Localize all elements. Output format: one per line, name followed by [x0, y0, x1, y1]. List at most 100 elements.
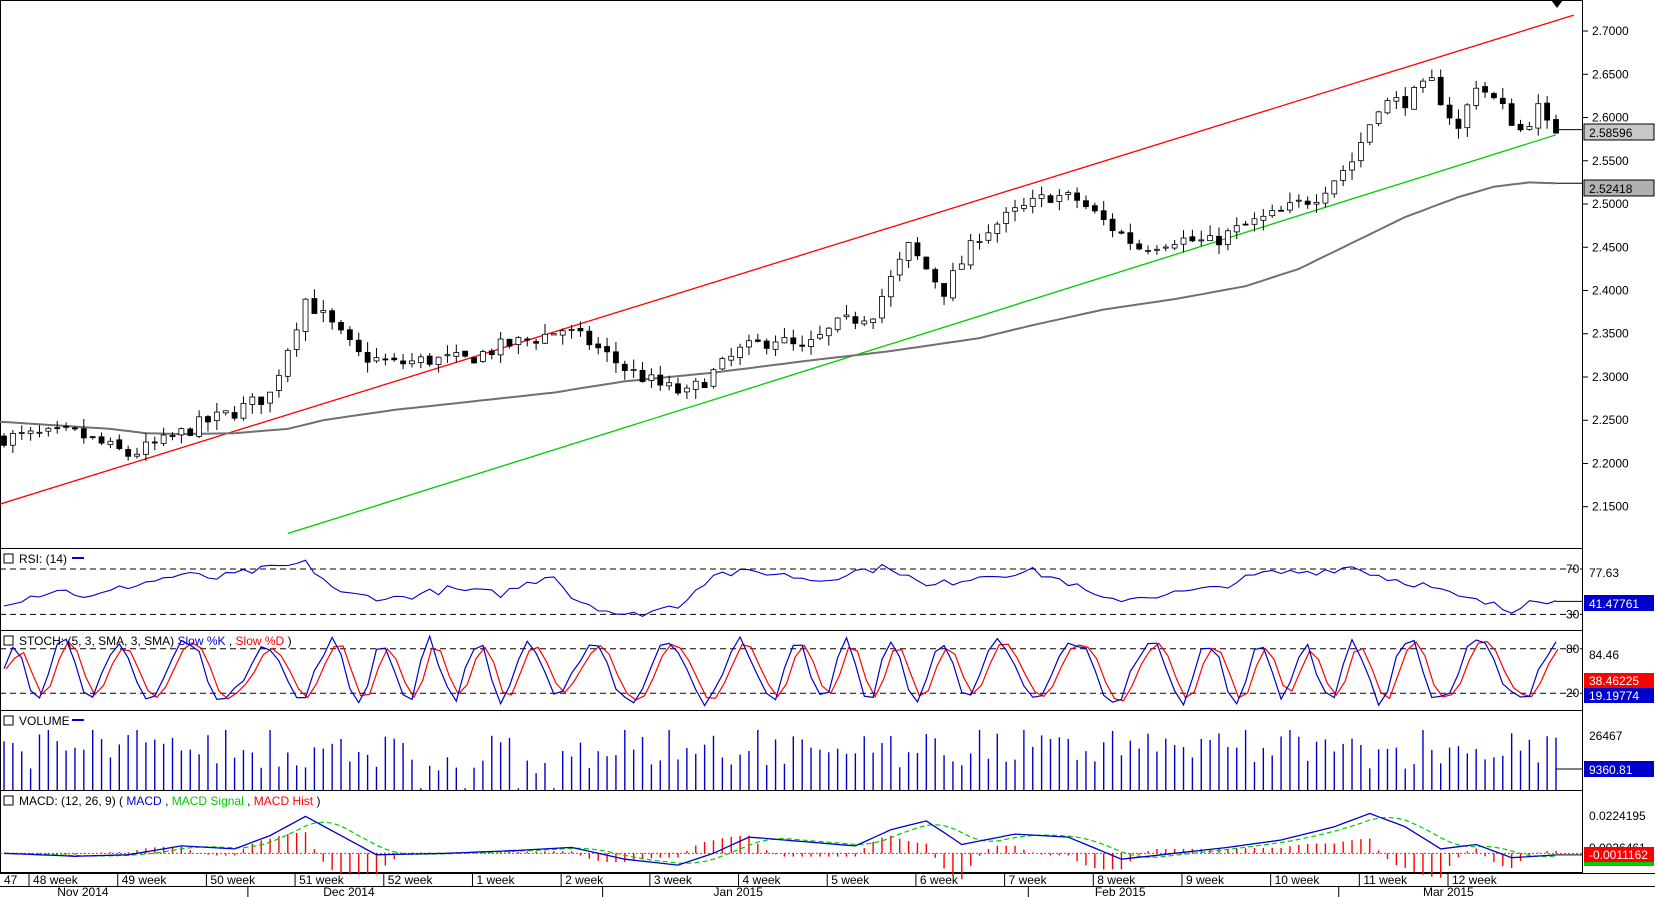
price-tick-label: 2.2500 [1592, 413, 1629, 427]
candle-body [1091, 205, 1098, 212]
candle-body [1047, 195, 1054, 203]
week-label: 12 week [1452, 873, 1498, 887]
week-label: 2 week [565, 873, 604, 887]
candle-body [568, 329, 575, 331]
stoch-slowk-line [3, 634, 1557, 707]
candle-body [515, 337, 522, 345]
candle-body [861, 320, 868, 325]
candle-body [80, 428, 87, 439]
candle-body [355, 339, 362, 353]
candle-body [1242, 223, 1249, 226]
candle-body [409, 360, 415, 365]
candle-body [834, 317, 841, 331]
candle-body [1322, 192, 1329, 204]
candle-body [1003, 211, 1010, 224]
candle-body [559, 330, 566, 336]
candle-body [967, 240, 974, 266]
rsi-panel-frame [0, 548, 1583, 631]
candle-body [27, 430, 34, 434]
candle-body [1207, 235, 1214, 242]
candle-body [1136, 243, 1143, 250]
candle-body [249, 396, 256, 405]
candle-body [692, 380, 699, 390]
candle-body [1251, 218, 1258, 225]
rsi-title: RSI: (14) [3, 552, 84, 566]
candle-body [1038, 194, 1045, 199]
candle-body [391, 357, 398, 361]
candle-body [604, 346, 610, 353]
volume-panel [3, 730, 1582, 790]
candle-body [1553, 119, 1559, 134]
candle-body [950, 270, 956, 299]
candle-body [754, 339, 761, 342]
scroll-marker-icon[interactable] [1551, 0, 1563, 8]
candle-body [258, 396, 265, 405]
candle-body [222, 410, 229, 414]
price-tick-label: 2.4000 [1592, 284, 1629, 298]
candle-body [1029, 197, 1036, 207]
week-label: 3 week [654, 873, 693, 887]
candle-body [9, 433, 16, 446]
price-tick-label: 2.6500 [1592, 67, 1629, 81]
candle-body [134, 453, 140, 457]
stoch-toggle-box[interactable] [3, 635, 14, 646]
candle-body [329, 310, 336, 323]
candle-body [417, 356, 424, 363]
volume-last-tag: 9360.81 [1584, 761, 1654, 777]
week-label: 51 week [299, 873, 345, 887]
candle-body [781, 337, 788, 344]
candle-body [958, 263, 965, 270]
macd-signal-label: MACD Signal [172, 794, 244, 808]
candle-body [338, 322, 344, 331]
volume-toggle-box[interactable] [3, 715, 14, 726]
candle-body [116, 439, 123, 450]
candle-body [169, 435, 176, 437]
candle-body [346, 329, 353, 341]
candle-body [1535, 103, 1542, 129]
stoch-k-value: 19.19774 [1589, 689, 1639, 703]
macd-title: MACD: (12, 26, 9) ( MACD , MACD Signal ,… [3, 794, 320, 808]
macd-last-tag: -0.0011162 [1584, 847, 1654, 866]
candle-body [1074, 192, 1080, 201]
rsi-level-label: 70 [1566, 562, 1580, 576]
candle-body [89, 436, 96, 439]
candle-body [1109, 218, 1116, 232]
candle-body [400, 360, 406, 365]
candle-body [435, 356, 442, 365]
rsi-toggle-box[interactable] [3, 553, 14, 564]
candle-body [142, 441, 149, 455]
candle-body [1437, 76, 1444, 106]
candle-body [728, 355, 735, 361]
candle-body [98, 436, 105, 444]
candle-body [267, 391, 273, 404]
macd-title-text: MACD: (12, 26, 9) [19, 794, 116, 808]
candle-body [746, 340, 752, 348]
candle-body [231, 412, 238, 419]
candle-body [480, 351, 486, 362]
candle-body [1384, 100, 1391, 114]
price-tick-label: 2.7000 [1592, 24, 1629, 38]
candle-body [187, 428, 194, 436]
stoch-k-tag: 19.19774 [1584, 688, 1654, 703]
candle-body [1287, 202, 1293, 211]
week-label: 10 week [1275, 873, 1321, 887]
candle-body [45, 427, 52, 432]
price-panel-frame [0, 0, 1583, 549]
candle-body [1411, 86, 1418, 110]
candle-body [462, 350, 469, 357]
candle-body [364, 351, 371, 363]
stoch-slowd-line [5, 640, 1559, 702]
candle-body [737, 346, 743, 358]
candle-body [1428, 77, 1435, 81]
week-label: 8 week [1097, 873, 1136, 887]
macd-toggle-box[interactable] [3, 795, 14, 806]
candle-body [293, 329, 300, 350]
candle-body [1127, 232, 1134, 244]
candle-body [914, 242, 921, 257]
price-tick-label: 2.5500 [1592, 154, 1629, 168]
candle-body [621, 363, 628, 371]
candle-body [542, 333, 548, 344]
week-label: 47 [4, 873, 18, 887]
candle-body [1189, 236, 1196, 242]
